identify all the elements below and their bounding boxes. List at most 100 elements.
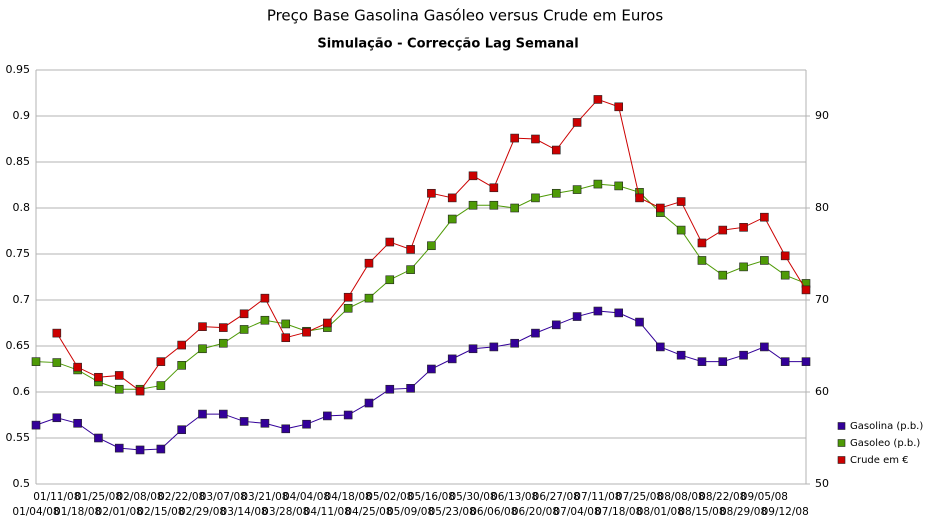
x-tick-label: 06/06/08 bbox=[470, 506, 517, 518]
x-tick-label: 02/01/08 bbox=[96, 506, 143, 518]
point-marker bbox=[114, 371, 124, 380]
point-marker bbox=[177, 361, 186, 370]
point-marker bbox=[31, 420, 41, 430]
point-marker bbox=[676, 197, 686, 206]
point-marker bbox=[156, 357, 166, 366]
point-marker bbox=[260, 418, 270, 428]
y-tick-label: 0.95 bbox=[6, 63, 31, 76]
point-marker bbox=[218, 323, 228, 332]
x-tick-label: 07/11/08 bbox=[574, 491, 621, 503]
point-marker bbox=[739, 262, 748, 272]
x-tick-label: 09/12/08 bbox=[762, 506, 809, 518]
y2-tick-label: 50 bbox=[815, 477, 829, 490]
point-marker bbox=[73, 362, 82, 372]
point-marker bbox=[52, 413, 62, 423]
point-marker bbox=[427, 188, 436, 198]
x-tick-label: 07/18/08 bbox=[595, 506, 642, 518]
y2-tick-label: 60 bbox=[815, 385, 829, 398]
point-marker bbox=[114, 384, 124, 394]
point-marker bbox=[739, 350, 748, 360]
x-tick-label: 06/13/08 bbox=[491, 491, 538, 503]
point-marker bbox=[427, 364, 436, 374]
point-marker bbox=[52, 328, 62, 338]
x-tick-label: 01/25/08 bbox=[75, 491, 122, 503]
point-marker bbox=[73, 418, 82, 428]
point-marker bbox=[572, 118, 582, 127]
point-marker bbox=[510, 133, 519, 143]
point-marker bbox=[156, 444, 166, 454]
point-marker bbox=[593, 306, 603, 316]
point-marker bbox=[593, 95, 603, 104]
point-marker bbox=[343, 303, 353, 313]
point-marker bbox=[780, 270, 790, 280]
x-tick-label: 04/11/08 bbox=[304, 506, 351, 518]
point-marker bbox=[697, 238, 707, 248]
point-marker bbox=[468, 171, 478, 181]
point-marker bbox=[94, 372, 103, 382]
series-line bbox=[35, 310, 806, 451]
x-tick-label: 04/18/08 bbox=[325, 491, 372, 503]
x-tick-label: 01/18/08 bbox=[54, 506, 101, 518]
x-tick-label: 01/11/08 bbox=[33, 491, 80, 503]
y-tick-label: 0.6 bbox=[13, 385, 31, 398]
x-tick-label: 06/20/08 bbox=[512, 506, 559, 518]
point-marker bbox=[135, 445, 145, 455]
point-marker bbox=[760, 342, 769, 352]
y-tick-label: 0.75 bbox=[6, 247, 31, 260]
point-marker bbox=[239, 417, 249, 426]
point-marker bbox=[323, 411, 332, 421]
point-marker bbox=[135, 386, 145, 396]
x-tick-label: 02/22/08 bbox=[158, 491, 205, 503]
legend-swatch bbox=[837, 439, 846, 447]
point-marker bbox=[114, 443, 124, 453]
x-tick-label: 05/23/08 bbox=[429, 506, 476, 518]
point-marker bbox=[593, 179, 603, 189]
x-tick-label: 02/29/08 bbox=[179, 506, 226, 518]
point-marker bbox=[780, 251, 790, 261]
point-marker bbox=[52, 358, 62, 367]
point-marker bbox=[239, 309, 249, 319]
point-marker bbox=[760, 256, 769, 265]
x-tick-label: 02/15/08 bbox=[137, 506, 184, 518]
y-tick-label: 0.7 bbox=[13, 293, 31, 306]
point-marker bbox=[406, 265, 415, 274]
point-marker bbox=[468, 344, 478, 354]
point-marker bbox=[198, 344, 207, 354]
point-marker bbox=[364, 398, 374, 408]
legend-swatch bbox=[837, 456, 846, 464]
point-marker bbox=[718, 270, 728, 280]
point-marker bbox=[364, 293, 374, 303]
point-marker bbox=[468, 200, 478, 210]
point-marker bbox=[447, 193, 457, 203]
point-marker bbox=[676, 350, 686, 360]
point-marker bbox=[510, 338, 519, 348]
x-tick-label: 04/04/08 bbox=[283, 491, 330, 503]
point-marker bbox=[551, 188, 561, 198]
point-marker bbox=[531, 193, 540, 203]
legend-label: Gasolina (p.b.) bbox=[850, 421, 923, 432]
point-marker bbox=[739, 223, 748, 232]
point-marker bbox=[343, 410, 353, 420]
x-tick-label: 03/28/08 bbox=[262, 506, 309, 518]
legend-swatch bbox=[837, 422, 846, 430]
point-marker bbox=[385, 384, 395, 394]
point-marker bbox=[94, 433, 103, 443]
point-marker bbox=[31, 357, 41, 366]
point-marker bbox=[718, 357, 728, 366]
point-marker bbox=[260, 315, 270, 325]
x-tick-label: 08/29/08 bbox=[720, 506, 767, 518]
y2-tick-label: 90 bbox=[815, 109, 829, 122]
point-marker bbox=[406, 245, 415, 254]
point-marker bbox=[572, 185, 582, 194]
x-tick-label: 05/16/08 bbox=[408, 491, 455, 503]
x-tick-label: 03/14/08 bbox=[221, 506, 268, 518]
point-marker bbox=[218, 338, 228, 348]
point-marker bbox=[614, 102, 624, 112]
legend-label: Gasoleo (p.b.) bbox=[850, 438, 920, 449]
point-marker bbox=[218, 409, 228, 419]
point-marker bbox=[697, 357, 707, 366]
point-marker bbox=[302, 419, 311, 429]
point-marker bbox=[780, 357, 790, 366]
x-tick-label: 05/09/08 bbox=[387, 506, 434, 518]
y-tick-label: 0.5 bbox=[13, 477, 31, 490]
